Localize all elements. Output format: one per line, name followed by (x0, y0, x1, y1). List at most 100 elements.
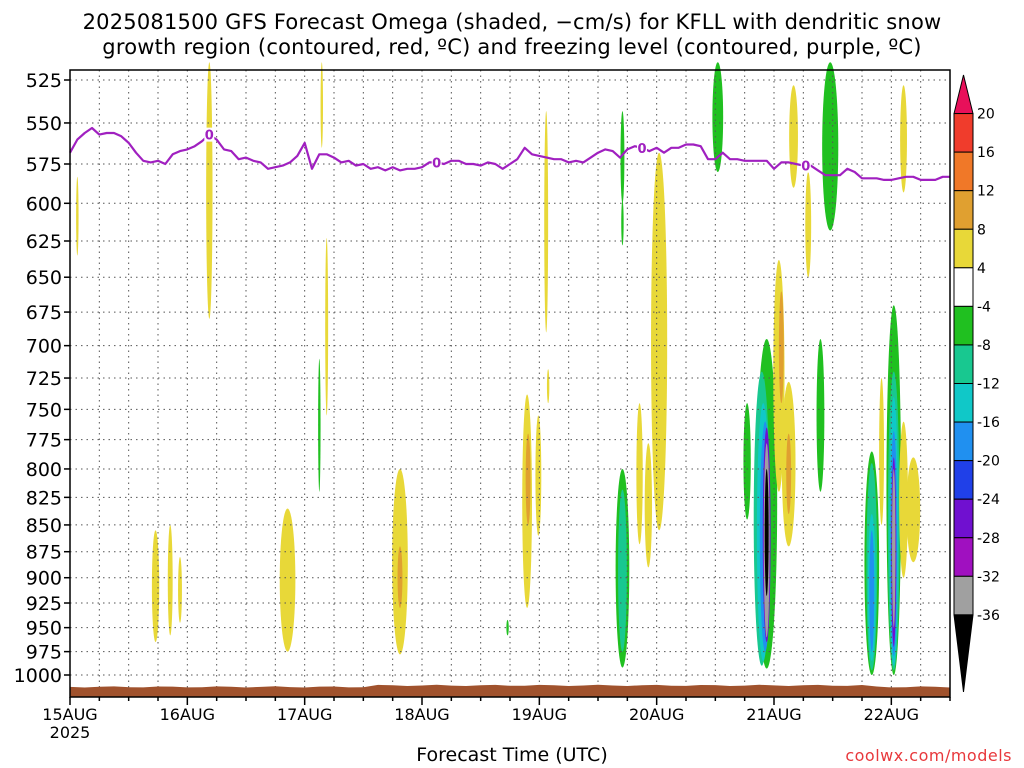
colorbar-swatch (953, 190, 974, 230)
omega-region (206, 62, 213, 319)
omega-region (805, 171, 812, 278)
freezing-level-label: 0 (637, 142, 646, 157)
colorbar: 20 16 12 8 4 -4 -8 -12 -16 -20 -24 -28 -32 -36 (953, 74, 1000, 693)
chart-title-line1: 2025081500 GFS Forecast Omega (shaded, −… (82, 10, 942, 34)
omega-region (506, 619, 509, 636)
x-axis-label: Forecast Time (UTC) (416, 744, 608, 766)
colorbar-label: 8 (977, 222, 986, 238)
x-tick-label: 21AUG (746, 705, 801, 724)
freezing-label-bg (637, 140, 647, 155)
y-tick-label: 975 (26, 642, 62, 664)
y-tick-label: 700 (26, 336, 62, 358)
y-tick-label: 675 (26, 302, 62, 324)
y-tick-label: 525 (26, 70, 62, 92)
colorbar-swatch (953, 113, 974, 153)
colorbar-label: 12 (977, 184, 995, 200)
omega-region (712, 62, 724, 172)
colorbar-arrow-top (953, 74, 974, 115)
omega-region (789, 85, 798, 188)
colorbar-swatch (953, 228, 974, 269)
colorbar-swatch (953, 305, 974, 346)
omega-region (900, 85, 907, 193)
omega-region (325, 238, 329, 416)
y-tick-label: 800 (26, 459, 62, 481)
y-tick-label: 650 (26, 267, 62, 289)
chart-title-line2: growth region (contoured, red, ºC) and f… (102, 35, 922, 59)
y-tick-label: 775 (26, 430, 62, 452)
y-tick-label: 575 (26, 154, 62, 176)
y-tick-label: 850 (26, 515, 62, 537)
omega-region (151, 530, 160, 643)
omega-region (318, 358, 321, 492)
y-tick-label: 750 (26, 399, 62, 421)
colorbar-swatch (953, 498, 974, 539)
freezing-level: 0 0 0 0 (69, 126, 950, 181)
omega-region (525, 433, 531, 525)
y-tick-label: 625 (26, 231, 62, 253)
colorbar-swatch (953, 575, 974, 616)
colorbar-label: -32 (977, 569, 1000, 585)
omega-region (621, 200, 624, 246)
omega-region (778, 291, 784, 404)
omega-region (651, 152, 668, 531)
colorbar-label: -12 (977, 377, 1000, 393)
omega-region (636, 403, 643, 545)
credit-link[interactable]: coolwx.com/models (845, 746, 1012, 765)
freezing-level-label: 0 (801, 160, 810, 175)
y-tick-label: 725 (26, 368, 62, 390)
omega-region (869, 530, 875, 652)
omega-region (320, 62, 323, 148)
colorbar-swatch (953, 151, 974, 192)
omega-region (535, 415, 542, 536)
colorbar-swatch (953, 460, 974, 500)
colorbar-label: -24 (977, 492, 1000, 508)
colorbar-label: 20 (977, 107, 995, 123)
freezing-label-bg (204, 127, 215, 142)
omega-region (644, 443, 653, 568)
freezing-label-bg (800, 158, 811, 173)
x-tick-label: 16AUG (160, 705, 215, 724)
colorbar-label: -36 (977, 608, 1000, 624)
omega-region (906, 457, 921, 563)
omega-region (822, 62, 839, 231)
colorbar-swatch (953, 267, 974, 307)
omega-region (397, 546, 403, 608)
omega-region (816, 339, 825, 492)
omega-region (546, 369, 550, 404)
x-tick-label: 20AUG (629, 705, 684, 724)
y-tick-label: 875 (26, 542, 62, 564)
x-tick-label: 18AUG (394, 705, 449, 724)
freezing-label-bg (431, 155, 442, 170)
x-tick-label: 15AUG (42, 705, 97, 724)
x-tick-label: 22AUG (864, 705, 919, 724)
freezing-level-label: 0 (432, 156, 441, 171)
y-tick-label: 825 (26, 487, 62, 509)
colorbar-label: -20 (977, 454, 1000, 470)
x-tick-label: 19AUG (512, 705, 567, 724)
colorbar-label: 16 (977, 145, 995, 161)
omega-region (167, 524, 173, 636)
colorbar-label: -8 (977, 338, 991, 354)
colorbar-label: -16 (977, 415, 1000, 431)
colorbar-swatch (953, 344, 974, 384)
y-tick-label: 1000 (14, 665, 62, 687)
omega-region (892, 468, 896, 628)
colorbar-swatch (953, 383, 974, 423)
terrain-surface (70, 684, 950, 697)
omega-region (786, 433, 792, 515)
omega-region (618, 489, 627, 652)
colorbar-label: -28 (977, 531, 1000, 547)
y-tick-label: 950 (26, 618, 62, 640)
omega-region (620, 111, 625, 204)
y-tick-label: 925 (26, 593, 62, 615)
omega-regions (76, 62, 921, 675)
freezing-level-label: 0 (205, 129, 214, 144)
x-tick-label: 17AUG (277, 705, 332, 724)
colorbar-swatch (953, 537, 974, 577)
x-tick-sublabel: 2025 (50, 723, 91, 742)
colorbar-arrow-bottom (953, 614, 974, 693)
colorbar-label: 4 (977, 261, 986, 277)
omega-region (743, 403, 751, 520)
y-tick-label: 900 (26, 568, 62, 590)
